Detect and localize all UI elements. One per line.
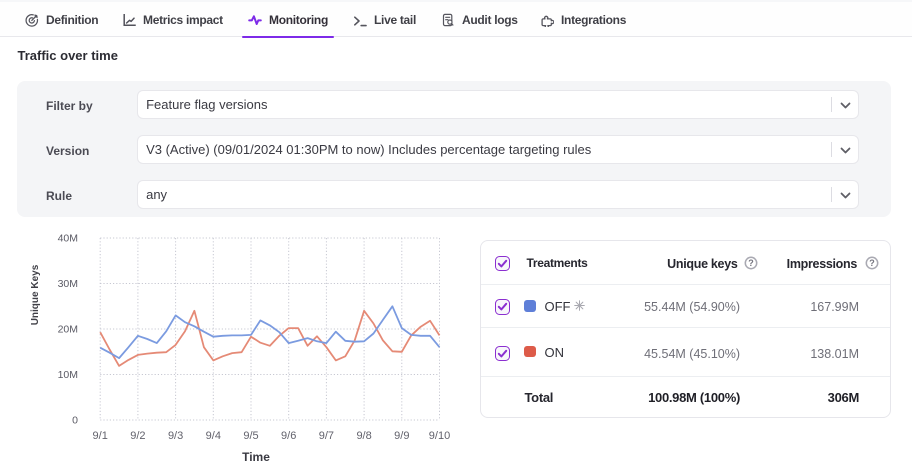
svg-text:9/2: 9/2 — [130, 430, 145, 442]
svg-text:30M: 30M — [58, 278, 78, 290]
svg-text:9/10: 9/10 — [429, 430, 450, 442]
svg-text:9/8: 9/8 — [356, 430, 371, 442]
svg-text:10M: 10M — [58, 369, 78, 381]
svg-text:9/4: 9/4 — [206, 430, 221, 442]
svg-text:9/9: 9/9 — [394, 430, 409, 442]
svg-text:Unique Keys: Unique Keys — [30, 264, 41, 325]
svg-text:0: 0 — [72, 415, 78, 427]
svg-text:9/7: 9/7 — [319, 430, 334, 442]
svg-text:Time: Time — [242, 450, 270, 464]
svg-text:40M: 40M — [58, 233, 78, 245]
svg-text:9/3: 9/3 — [168, 430, 183, 442]
svg-text:?: ? — [748, 258, 754, 268]
svg-text:9/1: 9/1 — [93, 430, 108, 442]
svg-text:9/6: 9/6 — [281, 430, 296, 442]
svg-text:9/5: 9/5 — [243, 430, 258, 442]
svg-text:20M: 20M — [58, 324, 78, 336]
svg-text:?: ? — [869, 258, 875, 268]
